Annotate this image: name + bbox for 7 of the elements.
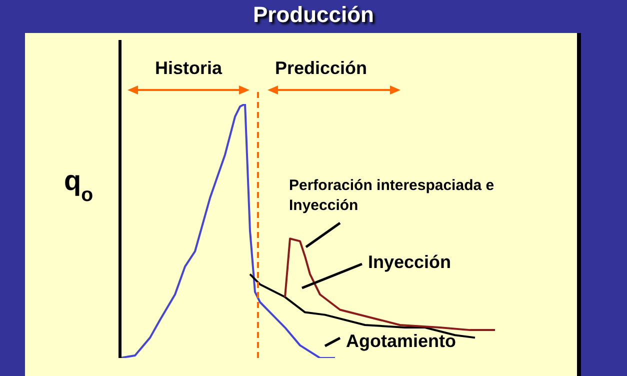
text: Predicción bbox=[275, 58, 368, 78]
annotation: Perforación interespaciada e Inyección bbox=[289, 176, 496, 216]
chart-title: Producción bbox=[252, 1, 375, 29]
y-axis-title: q$_{o}$ bbox=[64, 165, 94, 206]
annotation: Agotamiento bbox=[346, 331, 456, 351]
annotation: Inyección bbox=[368, 252, 452, 272]
text: Historia bbox=[155, 58, 222, 78]
